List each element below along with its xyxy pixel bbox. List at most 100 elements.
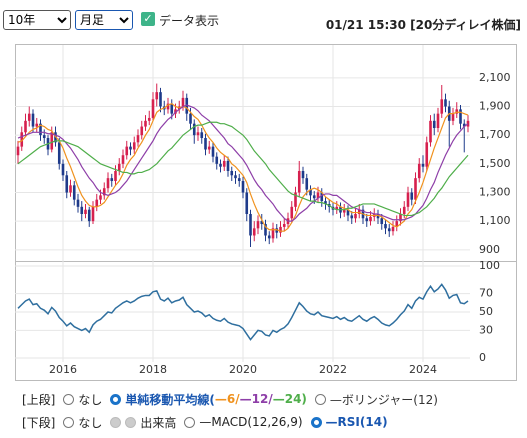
legend-entry: —12/	[239, 392, 273, 406]
candle-body	[95, 199, 99, 207]
candle-body	[87, 209, 91, 222]
candle-body	[230, 170, 234, 176]
candle-body	[260, 221, 264, 225]
candle-body	[222, 160, 226, 167]
candle-body	[249, 213, 252, 236]
interval-select[interactable]: 月足	[75, 10, 133, 30]
candle-body	[324, 201, 327, 204]
candle-body	[376, 213, 380, 219]
candle-body	[290, 206, 294, 219]
candle-body	[24, 120, 27, 133]
radio[interactable]	[314, 393, 326, 405]
show-data-checkbox[interactable]: ✓	[141, 12, 155, 26]
lower-label: [下段]	[22, 415, 56, 430]
radio[interactable]	[63, 416, 75, 428]
candle-body	[462, 123, 466, 127]
y-tick-label: 900	[479, 243, 500, 256]
y-tick-label: 0	[479, 351, 486, 364]
candle-body	[455, 109, 459, 114]
candle-body	[31, 113, 35, 127]
candle-body	[200, 132, 204, 139]
y-tick-label: 1,500	[479, 157, 511, 170]
candle-body	[444, 99, 447, 107]
x-tick-label: 2020	[229, 363, 257, 376]
option[interactable]: なし	[78, 415, 103, 430]
candle-body	[305, 178, 309, 190]
candle-body	[80, 206, 84, 214]
candle-body	[204, 138, 207, 150]
option[interactable]: —ボリンジャー(12)	[329, 392, 438, 407]
candle-body	[61, 163, 65, 176]
candle-body	[65, 175, 69, 193]
candle-body	[335, 206, 339, 210]
candle-body	[91, 206, 95, 222]
option[interactable]: なし	[78, 392, 103, 407]
y-tick-label: 1,700	[479, 128, 511, 141]
candle-body	[57, 142, 61, 164]
candle-body	[391, 226, 395, 232]
radio[interactable]	[310, 416, 322, 428]
candle-body	[144, 120, 147, 127]
candle-body	[275, 228, 279, 233]
option[interactable]: —MACD(12,26,9)	[199, 415, 303, 429]
candle-body	[342, 209, 346, 213]
option[interactable]: —RSI(14)	[325, 415, 388, 429]
candle-body	[395, 221, 399, 227]
radio[interactable]	[63, 393, 75, 405]
candle-body	[380, 218, 384, 225]
y-tick-label: 100	[479, 259, 500, 272]
lower-controls: [下段] なし 出来高 —MACD(12,26,9) —RSI(14)	[22, 413, 388, 431]
candle-body	[417, 163, 421, 179]
candle-body	[170, 103, 174, 114]
y-tick-label: 1,100	[479, 214, 511, 227]
y-tick-label: 30	[479, 323, 493, 336]
candle-body	[320, 192, 324, 202]
candle-body	[181, 97, 185, 107]
candle-body	[429, 120, 432, 143]
candle-body	[196, 132, 200, 136]
candle-body	[42, 135, 46, 139]
candle-body	[192, 123, 196, 136]
legend-entry: —6/	[214, 392, 240, 406]
moving-average-line	[17, 104, 469, 222]
radio[interactable]	[184, 416, 196, 428]
candle-body	[421, 163, 425, 167]
y-tick-label: 2,100	[479, 71, 511, 84]
candle-body	[301, 170, 305, 179]
candle-body	[140, 126, 144, 136]
candle-body	[410, 192, 414, 200]
radio	[125, 416, 137, 428]
candle-body	[369, 216, 372, 222]
candle-body	[185, 97, 189, 114]
show-data-label[interactable]: データ表示	[159, 14, 220, 28]
candle-body	[35, 123, 39, 127]
candle-body	[414, 178, 417, 200]
candle-body	[114, 170, 117, 182]
candle-body	[110, 178, 114, 182]
timestamp: 01/21 15:30 [20分ディレイ株価]	[325, 18, 521, 32]
candle-body	[125, 146, 129, 156]
upper-label: [上段]	[22, 392, 56, 407]
candle-body	[211, 146, 215, 157]
candle-body	[316, 192, 320, 199]
candle-body	[402, 206, 406, 214]
candle-body	[432, 120, 436, 128]
candle-body	[294, 192, 297, 207]
candle-body	[459, 109, 462, 124]
period-select[interactable]: 10年	[3, 10, 71, 30]
candle-body	[267, 235, 271, 239]
radio[interactable]	[110, 393, 122, 405]
x-tick-label: 2024	[409, 363, 437, 376]
candle-body	[219, 163, 222, 167]
candle-body	[102, 188, 106, 196]
y-tick-label: 1,900	[479, 99, 511, 112]
chart-frame	[15, 44, 517, 381]
candle-body	[189, 113, 192, 124]
ma-legend: —6/—12/—24)	[215, 392, 307, 406]
x-tick-label: 2016	[49, 363, 77, 376]
rsi-line	[17, 283, 469, 341]
option[interactable]: 単純移動平均線(	[125, 392, 215, 407]
candle-body	[155, 92, 159, 100]
candle-body	[72, 185, 76, 200]
